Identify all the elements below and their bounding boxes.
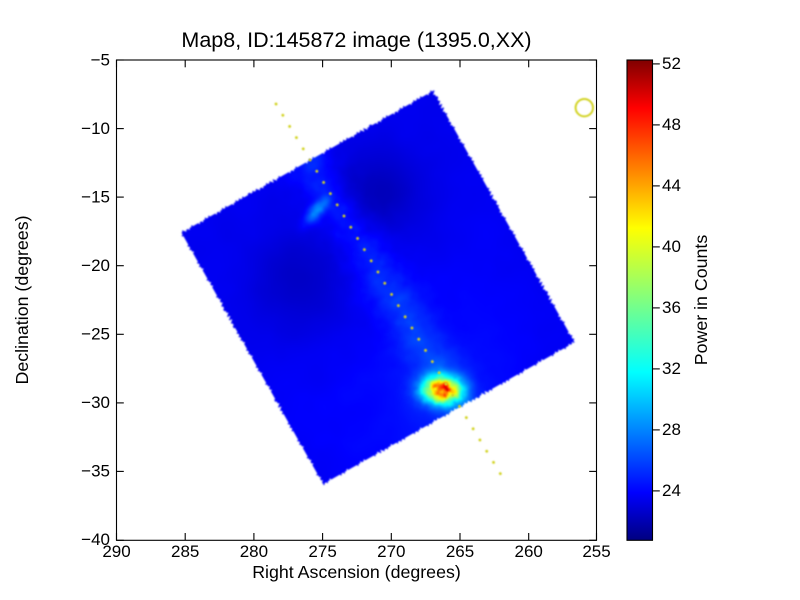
svg-text:280: 280 — [240, 542, 268, 561]
svg-text:−15: −15 — [81, 188, 110, 207]
svg-text:285: 285 — [171, 542, 199, 561]
svg-text:32: 32 — [662, 359, 681, 378]
svg-text:265: 265 — [446, 542, 474, 561]
svg-text:28: 28 — [662, 420, 681, 439]
svg-text:−40: −40 — [81, 530, 110, 549]
svg-text:Declination (degrees): Declination (degrees) — [12, 215, 32, 384]
svg-text:−35: −35 — [81, 462, 110, 481]
svg-text:−30: −30 — [81, 393, 110, 412]
svg-text:−10: −10 — [81, 119, 110, 138]
svg-text:48: 48 — [662, 115, 681, 134]
svg-text:−25: −25 — [81, 325, 110, 344]
svg-text:24: 24 — [662, 481, 681, 500]
svg-text:36: 36 — [662, 298, 681, 317]
svg-text:270: 270 — [377, 542, 405, 561]
svg-text:Power in Counts: Power in Counts — [691, 235, 711, 366]
svg-text:44: 44 — [662, 176, 681, 195]
svg-text:−5: −5 — [91, 51, 110, 70]
svg-text:275: 275 — [308, 542, 336, 561]
svg-text:52: 52 — [662, 54, 681, 73]
svg-text:255: 255 — [582, 542, 610, 561]
svg-text:Right Ascension (degrees): Right Ascension (degrees) — [252, 562, 461, 582]
svg-text:260: 260 — [515, 542, 543, 561]
svg-text:−20: −20 — [81, 256, 110, 275]
svg-text:Map8, ID:145872 image (1395.0,: Map8, ID:145872 image (1395.0,XX) — [181, 28, 531, 52]
svg-text:40: 40 — [662, 237, 681, 256]
